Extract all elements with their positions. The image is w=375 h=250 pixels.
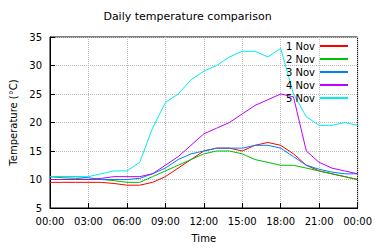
svg-text:09:00: 09:00	[151, 216, 180, 227]
svg-text:1 Nov: 1 Nov	[286, 41, 315, 52]
svg-text:3 Nov: 3 Nov	[286, 67, 315, 78]
svg-text:4 Nov: 4 Nov	[286, 80, 315, 91]
svg-text:25: 25	[29, 89, 42, 100]
svg-text:00:00: 00:00	[36, 216, 65, 227]
svg-text:5: 5	[36, 203, 42, 214]
svg-text:18:00: 18:00	[266, 216, 295, 227]
svg-text:35: 35	[29, 32, 42, 43]
svg-text:21:00: 21:00	[305, 216, 334, 227]
svg-text:5 Nov: 5 Nov	[286, 93, 315, 104]
svg-text:00:00: 00:00	[343, 216, 372, 227]
svg-text:30: 30	[29, 60, 42, 71]
svg-text:20: 20	[29, 117, 42, 128]
svg-text:12:00: 12:00	[189, 216, 218, 227]
svg-text:15:00: 15:00	[228, 216, 257, 227]
svg-text:06:00: 06:00	[112, 216, 141, 227]
svg-text:2 Nov: 2 Nov	[286, 54, 315, 65]
svg-text:10: 10	[29, 174, 42, 185]
svg-text:03:00: 03:00	[74, 216, 103, 227]
svg-text:Temperature (°C): Temperature (°C)	[8, 79, 19, 166]
svg-text:Daily temperature comparison: Daily temperature comparison	[103, 10, 271, 23]
svg-text:Time: Time	[191, 233, 216, 244]
svg-text:15: 15	[29, 146, 42, 157]
